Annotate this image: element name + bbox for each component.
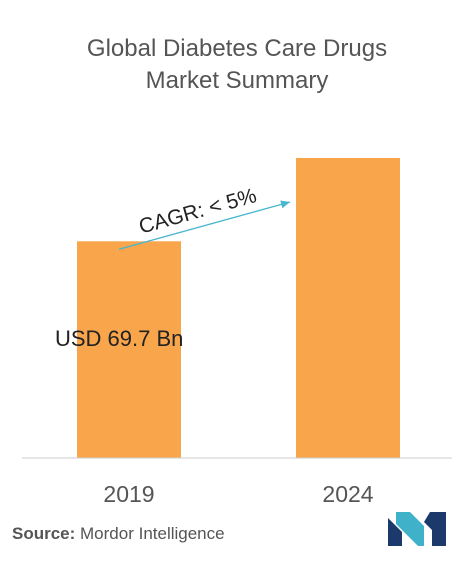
bar-2019 [77, 241, 181, 458]
cagr-label: CAGR: < 5% [136, 184, 259, 238]
chart-title-line2: Market Summary [145, 67, 329, 94]
logo-mid-shape [396, 512, 424, 546]
chart-title: Global Diabetes Care Drugs Market Summar… [0, 33, 474, 97]
cagr-arrow-line [118, 201, 291, 250]
cagr-arrow-head [280, 200, 290, 209]
x-tick-label-2024: 2024 [322, 481, 373, 507]
mordor-intelligence-logo-icon [388, 512, 446, 546]
source-label: Source: [12, 524, 76, 543]
source-note: Source: Mordor Intelligence [12, 524, 225, 544]
bar-2024 [296, 157, 400, 459]
chart-title-line1: Global Diabetes Care Drugs [86, 35, 388, 62]
logo-left-shape [388, 518, 402, 546]
data-label-2019: USD 69.7 Bn [55, 326, 183, 351]
logo-right-shape [424, 512, 446, 546]
x-tick-label-2019: 2019 [103, 481, 154, 507]
source-text: Mordor Intelligence [75, 524, 225, 543]
